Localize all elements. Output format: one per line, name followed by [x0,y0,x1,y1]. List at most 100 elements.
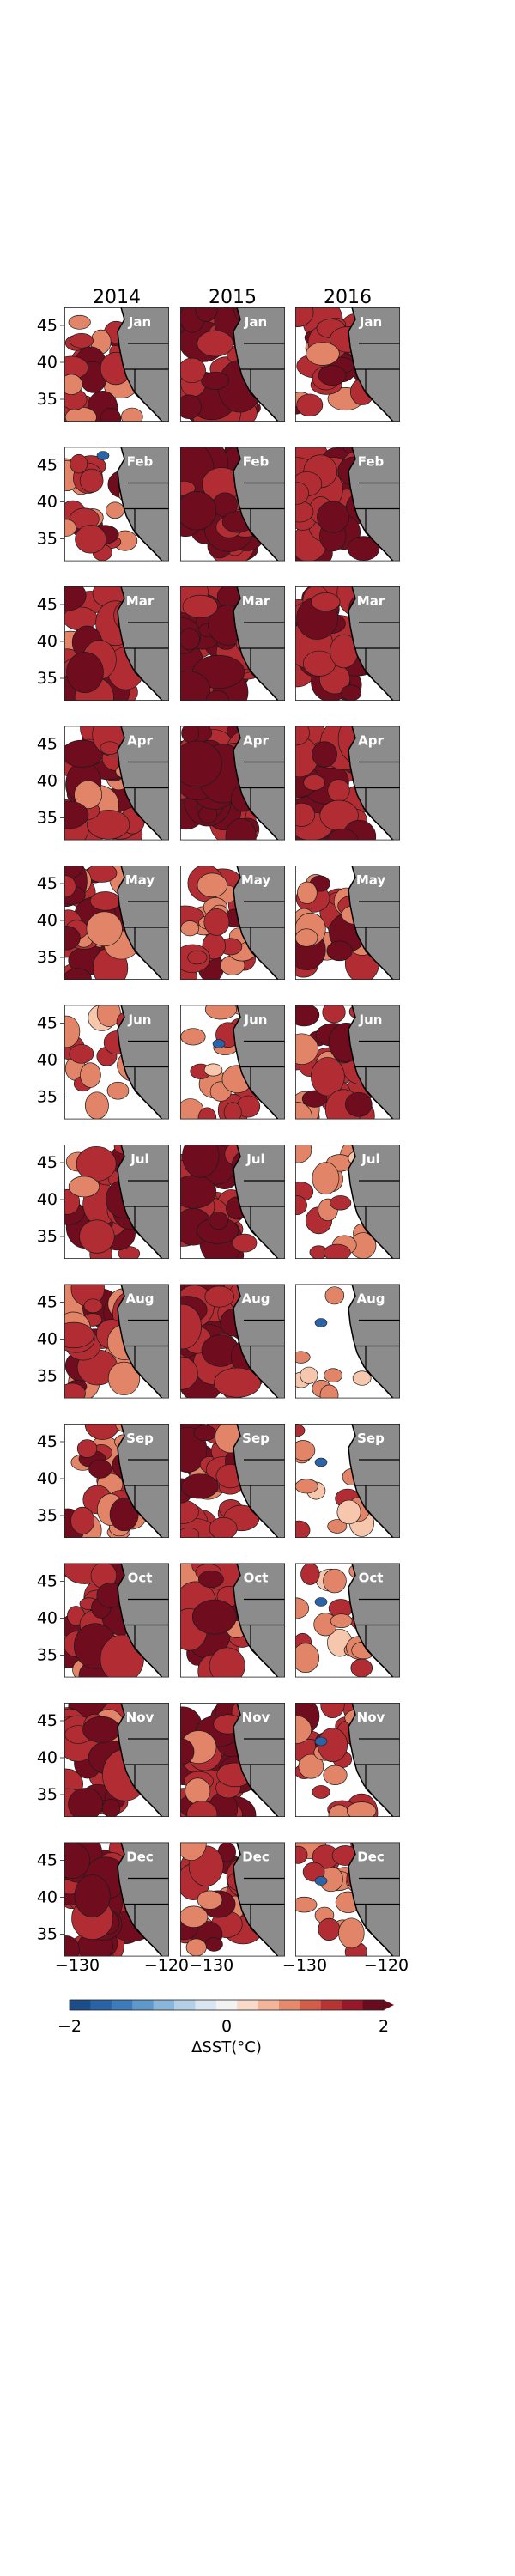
panel-frame [64,447,169,562]
month-label: Jan [128,314,151,330]
month-label: Oct [359,1571,384,1586]
colorbar-segment [279,2000,300,2010]
y-tick-label: 35 [37,948,58,967]
land-mass [118,1005,169,1120]
x-axis: −130 −120−130 −130 −120 [55,1956,409,1975]
y-tick-label: 45 [37,1153,58,1172]
warm-anomaly-patch [64,926,81,951]
warm-anomaly-patch [209,1647,245,1678]
colorbar-min-label: −2 [58,2017,82,2036]
y-tick-label: 40 [37,1051,58,1070]
panel-frame [295,1005,400,1120]
month-label: Oct [128,1571,153,1586]
land-mass [118,726,169,841]
colorbar: −2 0 2 ΔSST(°C) [58,1999,394,2057]
warm-anomaly-patch [66,652,104,693]
month-label: Apr [243,733,269,749]
colorbar-segment [111,2000,133,2010]
colorbar-segment [237,2000,259,2010]
warm-anomaly-patch [86,911,123,947]
warm-anomaly-patch [185,1777,211,1805]
warm-anomaly-patch [295,1715,312,1744]
map-panel-2016-jun: Jun [295,1005,400,1120]
map-panel-2014-mar: Mar [64,586,169,701]
warm-anomaly-patch [82,1716,121,1743]
month-label: Mar [126,593,154,609]
map-panel-2014-feb: Feb [64,447,169,562]
warm-anomaly-patch [204,1937,223,1952]
month-label: Jan [244,314,267,330]
y-tick-label: 45 [37,1851,58,1870]
warm-anomaly-patch [295,1479,318,1494]
map-panel-2016-feb: Feb [295,447,400,562]
land-mass [118,307,169,422]
warm-anomaly-patch [326,940,353,962]
month-label: Jun [244,1012,268,1028]
month-label: Jul [360,1151,379,1167]
colorbar-segment [258,2000,280,2010]
warm-anomaly-patch [180,357,206,384]
panel-frame [295,586,400,701]
colorbar-segment [320,2000,342,2010]
land-mass [233,1703,285,1817]
warm-anomaly-patch [324,1368,343,1383]
warm-anomaly-patch [327,1519,348,1534]
panel-frame [180,1284,285,1399]
y-tick-label: 45 [37,456,58,475]
month-label: Sep [242,1431,270,1446]
colorbar-segment [153,2000,175,2010]
state-borders [240,1459,285,1534]
state-borders [124,1598,169,1674]
warm-anomaly-patch [64,1015,81,1048]
warm-anomaly-patch [223,1102,242,1120]
warm-anomaly-patch [87,809,130,840]
warm-anomaly-patch [109,1498,139,1532]
panel-frame [180,1842,285,1957]
panel-frame [64,1424,169,1538]
month-label: Nov [126,1710,154,1725]
warm-anomaly-patch [209,1516,238,1538]
month-label: Oct [244,1571,269,1586]
warm-anomaly-patch [64,586,87,612]
warm-anomaly-patch [301,1090,328,1108]
warm-anomaly-patch [64,800,89,829]
land-mass [118,1424,169,1538]
month-label: Feb [243,454,270,470]
y-tick-label: 45 [37,874,58,893]
warm-anomaly-patch [180,1473,219,1499]
y-tick-label: 40 [37,493,58,512]
month-label: Apr [358,733,384,749]
warm-anomaly-patch [83,1298,103,1314]
colorbar-segment [362,2000,385,2010]
warm-anomaly-patch [193,1425,216,1442]
land-mass [348,1842,400,1957]
panel-frame [64,866,169,980]
y-tick-label: 35 [37,669,58,688]
panel-frame [64,1005,169,1120]
x-tick-label: −120−130 [144,1956,233,1975]
map-panel-2015-mar: Mar [180,586,285,701]
y-tick-label: 40 [37,1330,58,1349]
panel-frame [295,307,400,422]
warm-anomaly-patch [295,1102,313,1120]
map-panel-2015-feb: Feb [180,447,285,562]
land-mass [348,1424,400,1538]
warm-anomaly-patch [180,1356,198,1390]
y-tick-label: 45 [37,1572,58,1591]
state-borders [240,1319,285,1394]
state-borders [124,1040,169,1115]
warm-anomaly-patch [180,671,211,701]
warm-anomaly-patch [68,314,91,330]
panel-frame [64,1145,169,1259]
y-tick-label: 45 [37,1014,58,1033]
warm-anomaly-patch [197,330,234,357]
panel-frame [64,726,169,841]
warm-anomaly-patch [75,525,107,554]
month-label: May [356,872,386,888]
state-borders [124,901,169,976]
state-borders [124,482,169,557]
state-borders [355,901,400,976]
warm-anomaly-patch [87,866,118,883]
map-panel-2014-jan: Jan [64,307,169,422]
warm-anomaly-patch [197,1571,224,1589]
